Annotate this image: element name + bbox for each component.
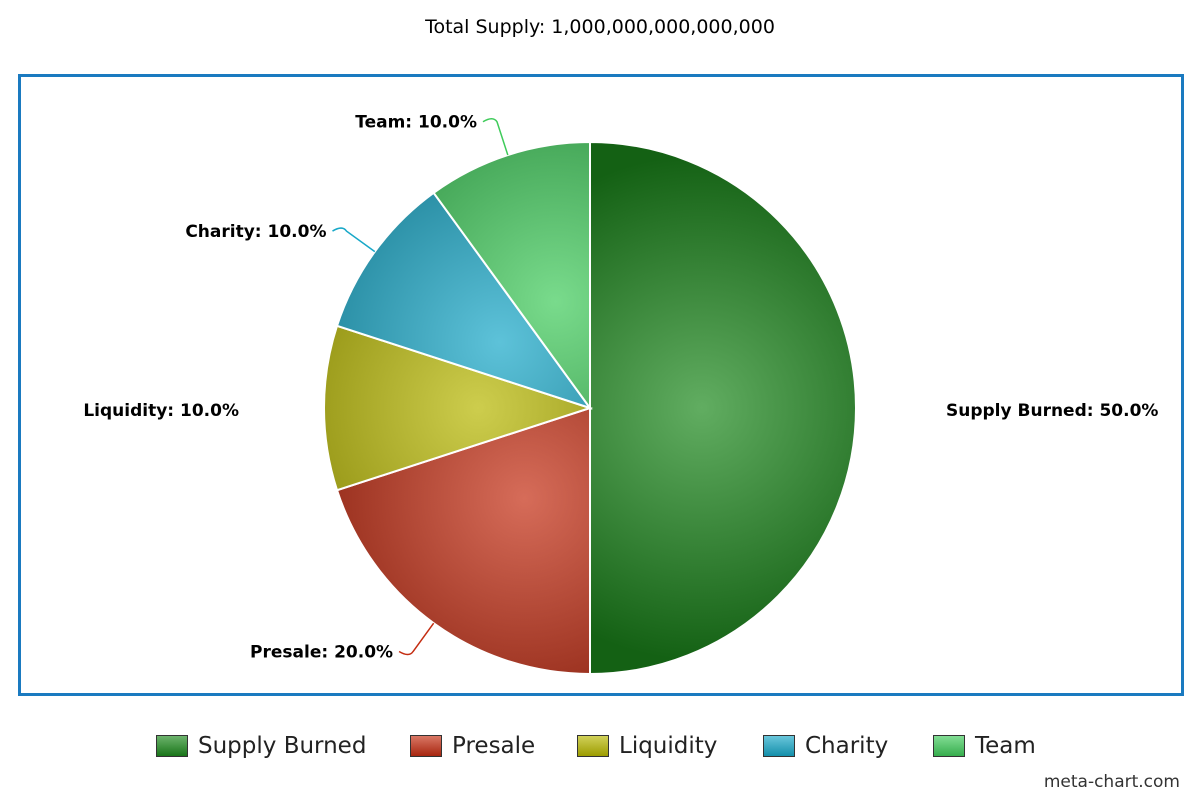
- legend-item-supply-burned[interactable]: Supply Burned: [156, 728, 366, 764]
- legend-swatch-liquidity: [577, 735, 609, 757]
- legend-label: Charity: [805, 733, 889, 759]
- legend-swatch-charity: [763, 735, 795, 757]
- pie-slice-team[interactable]: [432, 140, 591, 412]
- plot-area-frame: [18, 74, 1184, 696]
- leader-line-team: [482, 117, 509, 156]
- slice-label-team: Team: 10.0%: [355, 113, 477, 133]
- slice-label-liquidity: Liquidity: 10.0%: [83, 401, 239, 421]
- slice-label-presale: Presale: 20.0%: [250, 643, 393, 663]
- legend-swatch-supply-burned: [156, 735, 188, 757]
- credit-text[interactable]: meta-chart.com: [1043, 772, 1180, 792]
- legend: Supply Burned Presale Liquidity Charity …: [0, 728, 1200, 764]
- pie-slice-liquidity[interactable]: [323, 324, 594, 492]
- legend-item-charity[interactable]: Charity: [763, 728, 888, 764]
- slice-label-charity: Charity: 10.0%: [185, 222, 326, 242]
- legend-item-presale[interactable]: Presale: [410, 728, 535, 764]
- pie-slice-presale[interactable]: [335, 406, 591, 676]
- legend-item-team[interactable]: Team: [933, 728, 1036, 764]
- leader-line-charity: [332, 227, 376, 253]
- legend-label: Team: [975, 733, 1036, 759]
- pie-slice-supply-burned[interactable]: [589, 140, 857, 676]
- leader-line-presale: [398, 622, 435, 656]
- legend-swatch-presale: [410, 735, 442, 757]
- legend-label: Presale: [452, 733, 536, 759]
- legend-label: Supply Burned: [198, 733, 367, 759]
- legend-swatch-team: [933, 735, 965, 757]
- pie-slice-charity[interactable]: [335, 191, 593, 410]
- slice-label-supply-burned: Supply Burned: 50.0%: [946, 401, 1158, 421]
- chart-title: Total Supply: 1,000,000,000,000,000: [425, 16, 775, 38]
- legend-label: Liquidity: [619, 733, 718, 759]
- legend-item-liquidity[interactable]: Liquidity: [577, 728, 717, 764]
